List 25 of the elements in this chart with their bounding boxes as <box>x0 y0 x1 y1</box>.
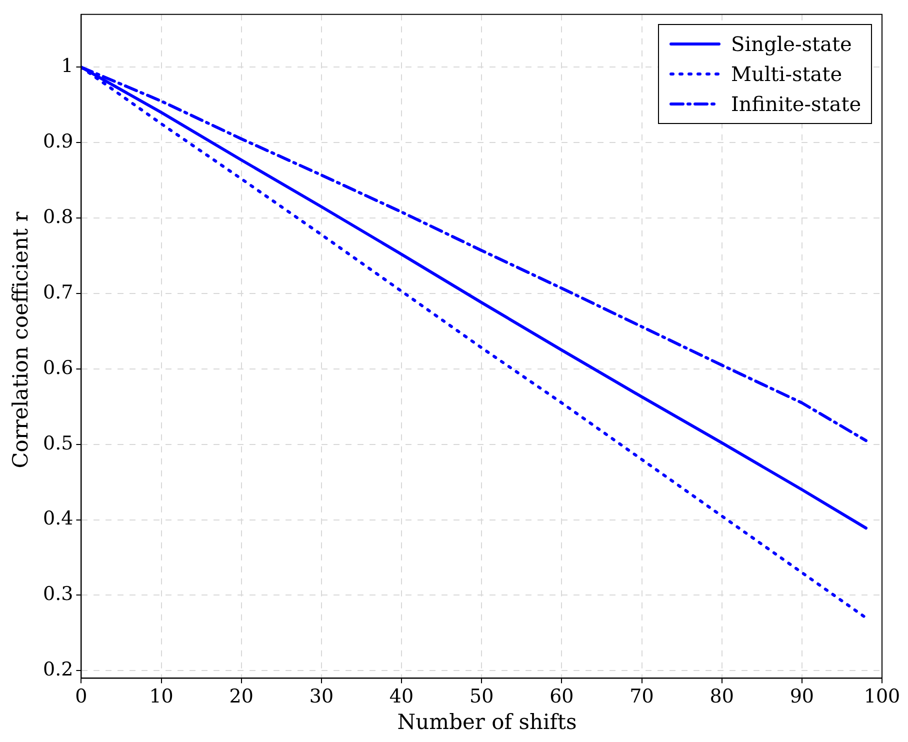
legend-label: Single-state <box>731 32 852 56</box>
x-tick-label: 90 <box>790 686 814 708</box>
y-tick-label: 0.7 <box>43 281 74 304</box>
x-tick-label: 10 <box>149 686 174 708</box>
y-tick-label: 0.6 <box>43 356 74 379</box>
y-tick-label: 0.4 <box>43 508 74 530</box>
x-tick-label: 0 <box>75 686 88 708</box>
x-tick-label: 50 <box>470 686 494 708</box>
x-tick-label: 30 <box>309 686 334 708</box>
legend-label: Multi-state <box>731 62 842 86</box>
legend-label: Infinite-state <box>731 92 862 116</box>
x-axis-title: Number of shifts <box>396 710 578 734</box>
y-tick-label: 0.2 <box>43 658 74 681</box>
x-tick-label: 40 <box>389 686 414 708</box>
x-tick-label: 100 <box>864 686 900 708</box>
y-axis-title: Correlation coefficient r <box>8 212 32 468</box>
y-tick-label: 1 <box>61 55 74 78</box>
x-tick-label: 60 <box>550 686 574 708</box>
y-tick-label: 0.3 <box>43 583 74 606</box>
x-tick-label: 70 <box>630 686 654 708</box>
y-tick-label: 0.8 <box>43 206 74 228</box>
y-tick-label: 0.5 <box>43 432 74 454</box>
y-tick-label: 0.9 <box>43 130 74 153</box>
x-tick-label: 80 <box>710 686 734 708</box>
x-tick-label: 20 <box>229 686 254 708</box>
